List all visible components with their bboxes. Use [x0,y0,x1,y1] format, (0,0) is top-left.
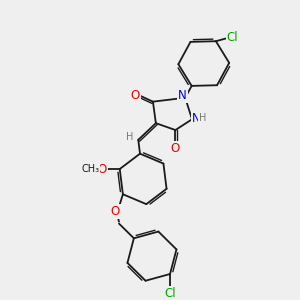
Text: N: N [178,89,187,102]
Text: H: H [199,113,206,123]
Text: O: O [171,142,180,155]
Text: CH₃: CH₃ [81,164,100,174]
Text: N: N [192,112,200,125]
Text: O: O [110,205,120,218]
Text: O: O [98,163,107,176]
Text: O: O [131,89,140,102]
Text: Cl: Cl [164,287,176,300]
Text: Cl: Cl [227,31,238,44]
Text: H: H [126,132,133,142]
